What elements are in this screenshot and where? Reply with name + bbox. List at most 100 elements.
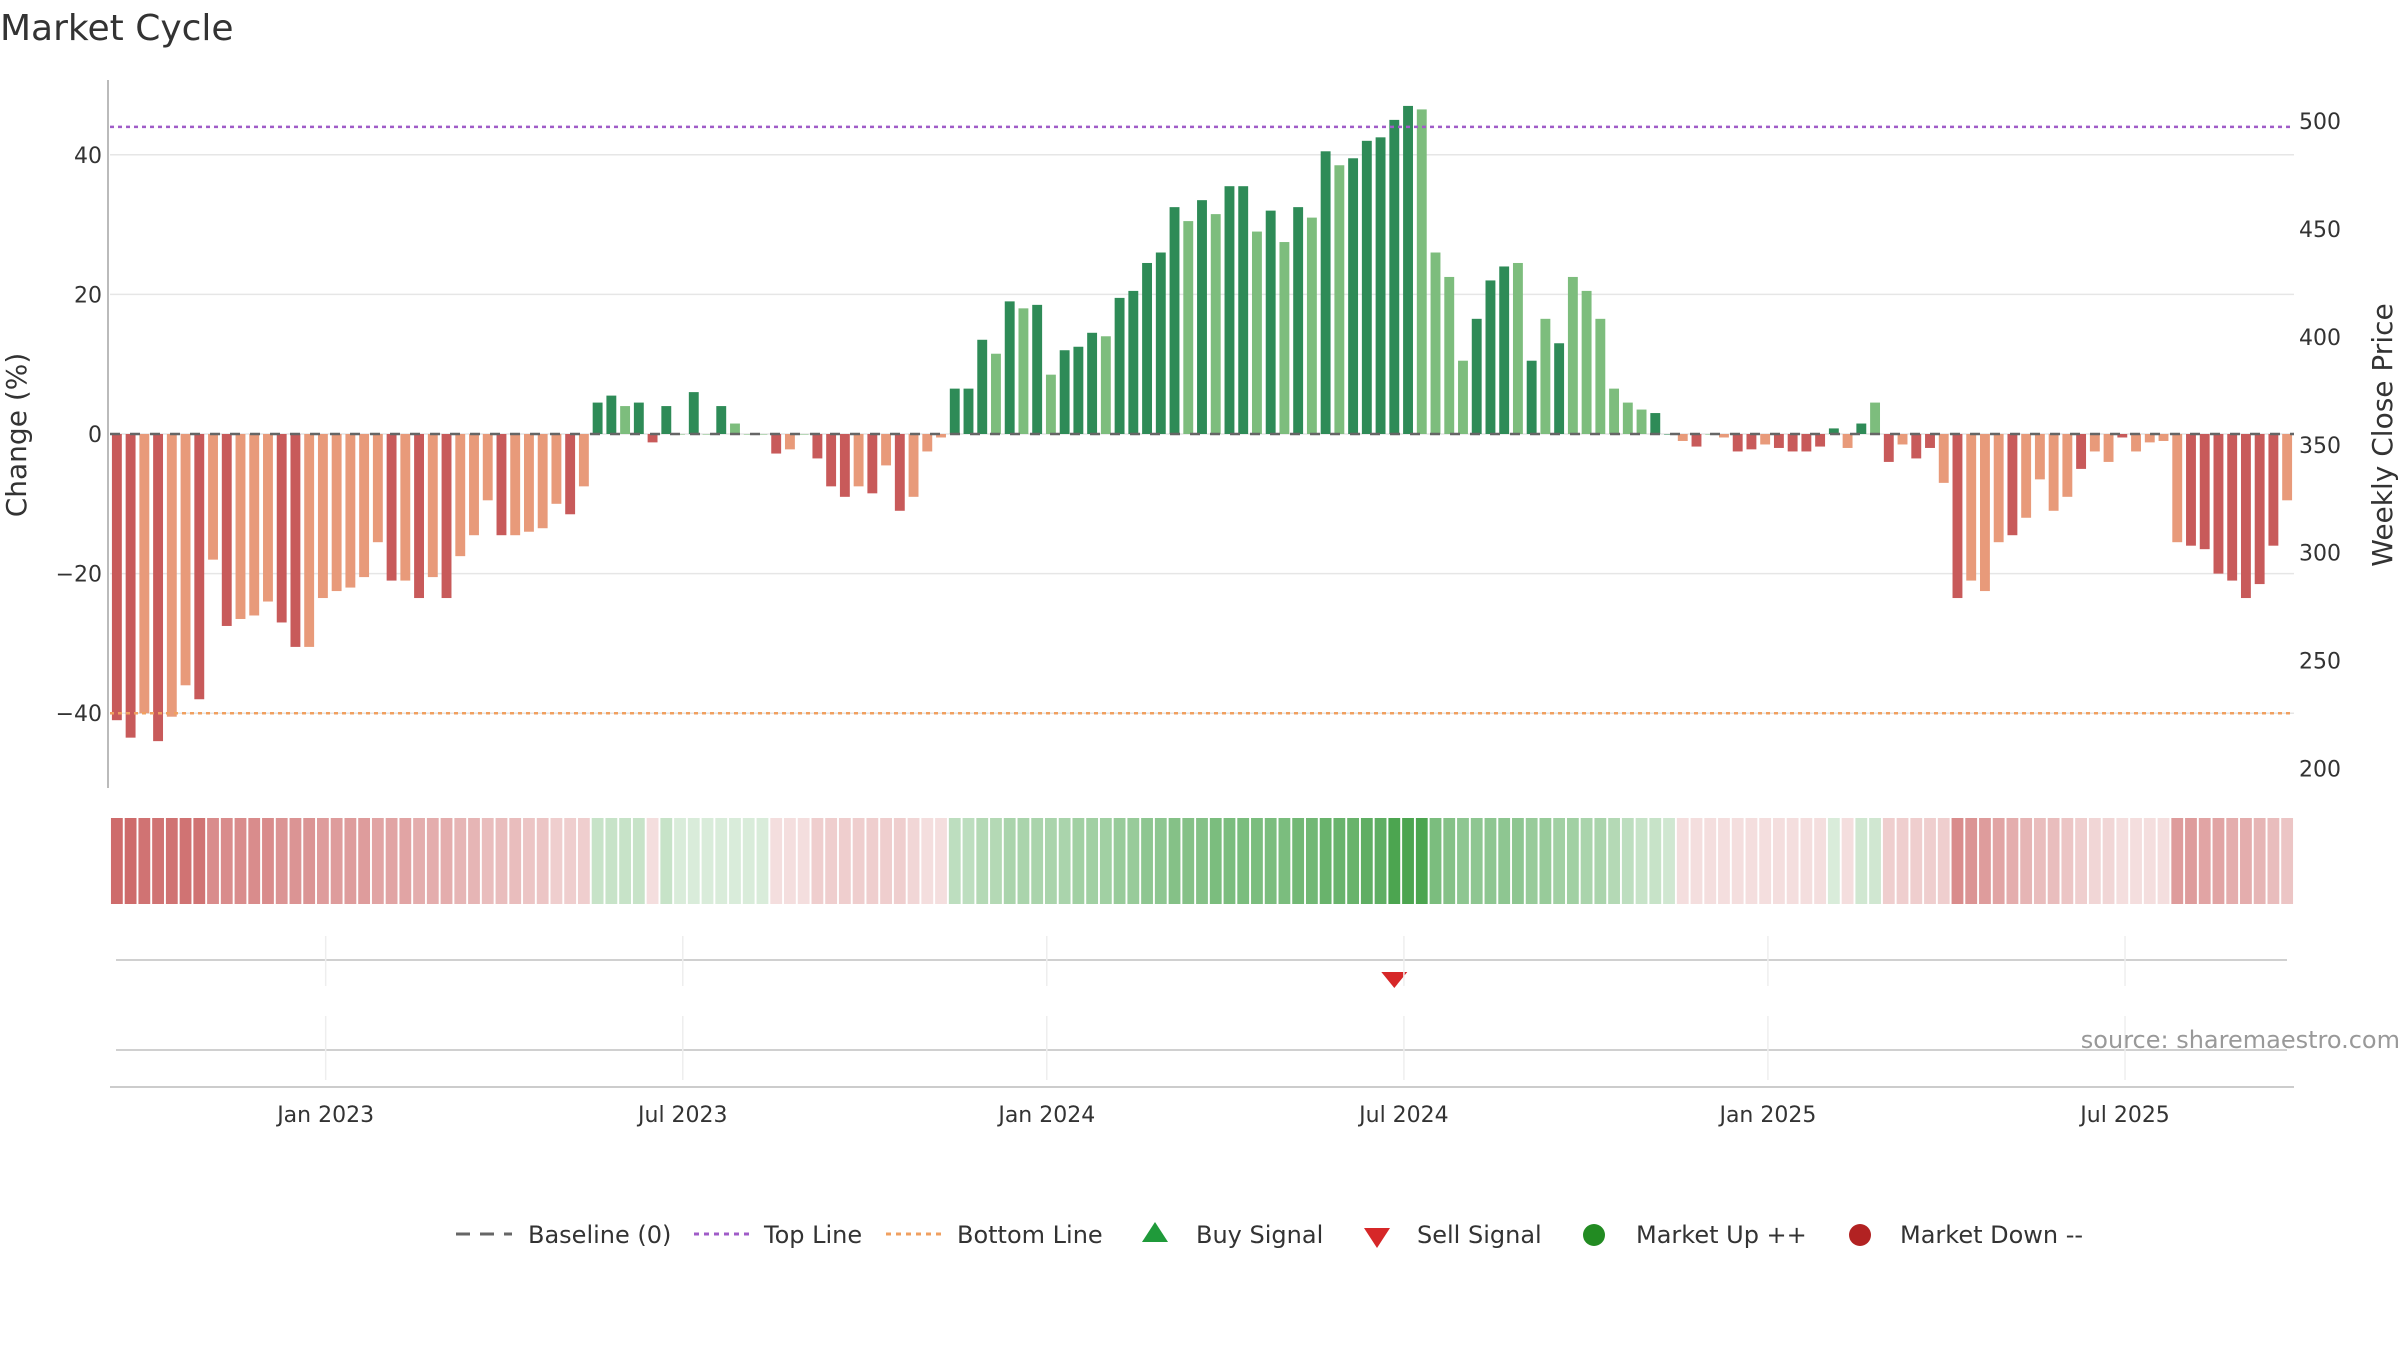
bar xyxy=(2076,434,2087,469)
heat-cell xyxy=(976,818,989,904)
heat-cell xyxy=(1003,818,1016,904)
heat-cell xyxy=(399,818,412,904)
heat-cell xyxy=(1443,818,1456,904)
bar xyxy=(235,434,246,619)
heat-cell xyxy=(2185,818,2197,904)
bar xyxy=(578,434,589,487)
heat-cell xyxy=(509,818,522,904)
legend-bottom-line-label: Bottom Line xyxy=(957,1221,1103,1249)
bar xyxy=(2021,434,2032,518)
bar xyxy=(2186,434,2196,546)
bars-layer xyxy=(111,105,2293,742)
bar xyxy=(1045,374,1056,434)
heat-cell xyxy=(701,818,714,904)
heat-cell xyxy=(1539,818,1552,904)
bar xyxy=(1746,434,1757,450)
heat-cell xyxy=(481,818,494,904)
bar xyxy=(1952,434,1963,599)
bar xyxy=(688,392,699,434)
bar xyxy=(949,388,960,434)
bar xyxy=(1609,388,1620,434)
bar xyxy=(1911,434,1922,459)
bar xyxy=(2007,434,2018,536)
bar xyxy=(2240,434,2251,599)
heat-cell xyxy=(1484,818,1497,904)
heat-cell xyxy=(1759,818,1772,904)
bar xyxy=(537,434,548,529)
heat-cell xyxy=(1292,818,1305,904)
bar xyxy=(826,434,837,487)
bar xyxy=(1403,105,1413,434)
bar xyxy=(798,434,809,435)
bar xyxy=(1499,266,1510,434)
heat-cell xyxy=(550,818,563,904)
bar xyxy=(345,434,356,588)
heat-cell xyxy=(715,818,728,904)
heat-cell xyxy=(1512,818,1524,904)
heat-cell xyxy=(330,818,343,904)
bar xyxy=(523,434,534,532)
bar xyxy=(1870,402,1881,434)
heat-cell xyxy=(1470,818,1483,904)
bar xyxy=(730,423,740,434)
heat-cell xyxy=(1182,818,1195,904)
heat-cell xyxy=(852,818,865,904)
signal-panel xyxy=(116,959,2287,1051)
bar xyxy=(1251,231,1262,434)
bar xyxy=(867,434,878,494)
heat-cell xyxy=(1841,818,1854,904)
heat-cell xyxy=(358,818,371,904)
y-axis-title-right: Weekly Close Price xyxy=(2366,303,2399,566)
bar xyxy=(757,434,768,435)
heat-cell xyxy=(110,818,123,904)
bar xyxy=(276,434,287,623)
bar xyxy=(743,434,754,435)
heat-cell xyxy=(1278,818,1291,904)
heat-cell xyxy=(1498,818,1511,904)
heat-cell xyxy=(2130,818,2142,904)
bar xyxy=(317,434,328,599)
bar xyxy=(1389,119,1400,434)
bar xyxy=(400,434,411,581)
heat-cell xyxy=(2102,818,2115,904)
y-right-tick-label: 250 xyxy=(2299,650,2341,675)
legend: Baseline (0) Top Line Bottom Line Buy Si… xyxy=(456,1221,2083,1249)
heat-cell xyxy=(1580,818,1593,904)
bar xyxy=(1966,434,1977,581)
heat-cell xyxy=(468,818,480,904)
heat-cell xyxy=(880,818,892,904)
heat-cell xyxy=(619,818,632,904)
bar xyxy=(496,434,507,536)
heat-cell xyxy=(564,818,577,904)
bar xyxy=(1197,200,1207,434)
heat-cell xyxy=(1264,818,1277,904)
heat-cell xyxy=(1676,818,1689,904)
heat-cell xyxy=(234,818,247,904)
legend-sell-signal-label: Sell Signal xyxy=(1417,1221,1542,1249)
heat-cell xyxy=(248,818,261,904)
bar xyxy=(2048,434,2059,511)
heat-cell xyxy=(316,818,329,904)
heat-cell xyxy=(674,818,686,904)
bar xyxy=(1348,158,1359,434)
heat-cell xyxy=(1979,818,1991,904)
bar xyxy=(359,434,370,578)
bar xyxy=(139,434,150,714)
bar xyxy=(1430,252,1441,434)
bar xyxy=(1691,434,1702,447)
bar xyxy=(1554,343,1565,434)
bar xyxy=(1650,413,1661,434)
heat-cell xyxy=(646,818,659,904)
y-right-tick-label: 300 xyxy=(2299,542,2341,567)
heat-cell xyxy=(262,818,274,904)
legend-market-down-label: Market Down -- xyxy=(1900,1221,2083,1249)
bar xyxy=(1334,165,1345,435)
heat-cell xyxy=(907,818,920,904)
heat-cell xyxy=(426,818,439,904)
bar xyxy=(290,434,301,647)
y-right-tick-label: 400 xyxy=(2299,326,2341,351)
x-tick-label: Jan 2024 xyxy=(996,1103,1095,1128)
bar xyxy=(208,434,218,560)
bar xyxy=(1567,276,1578,434)
